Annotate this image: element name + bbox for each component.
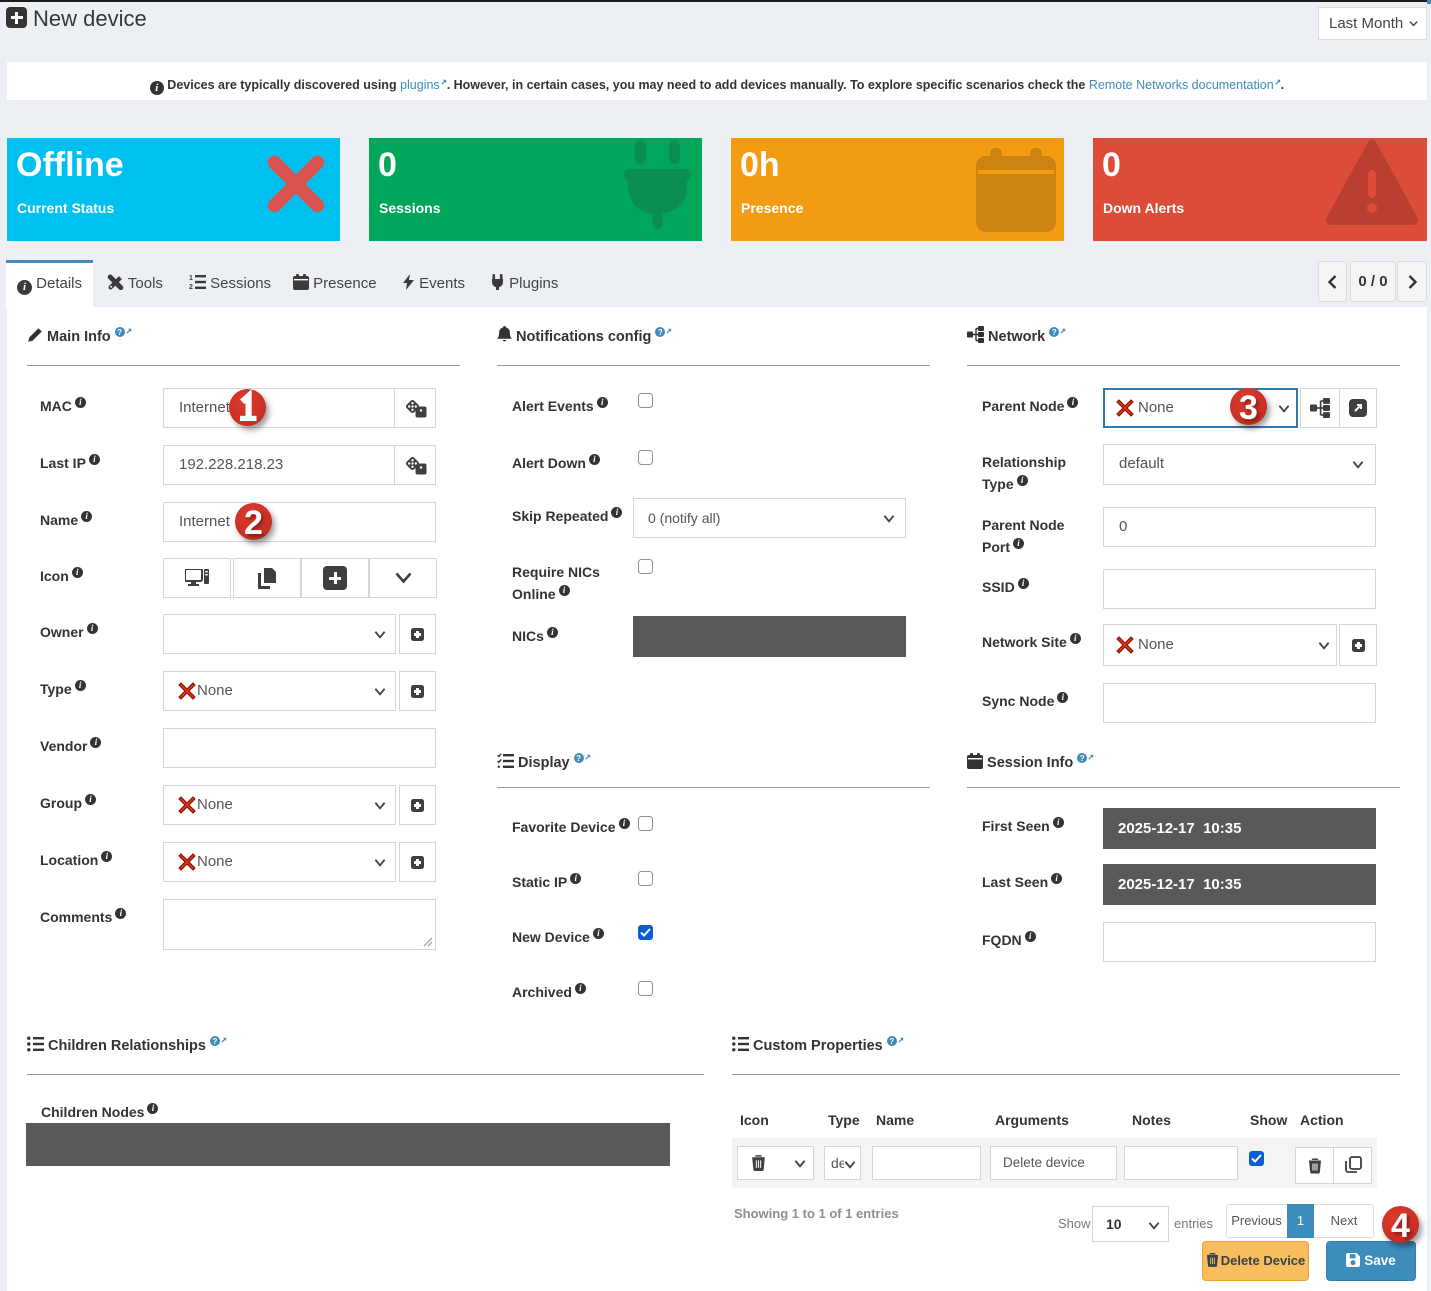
svg-text:2: 2 bbox=[189, 284, 193, 290]
svg-text:1: 1 bbox=[189, 275, 193, 282]
